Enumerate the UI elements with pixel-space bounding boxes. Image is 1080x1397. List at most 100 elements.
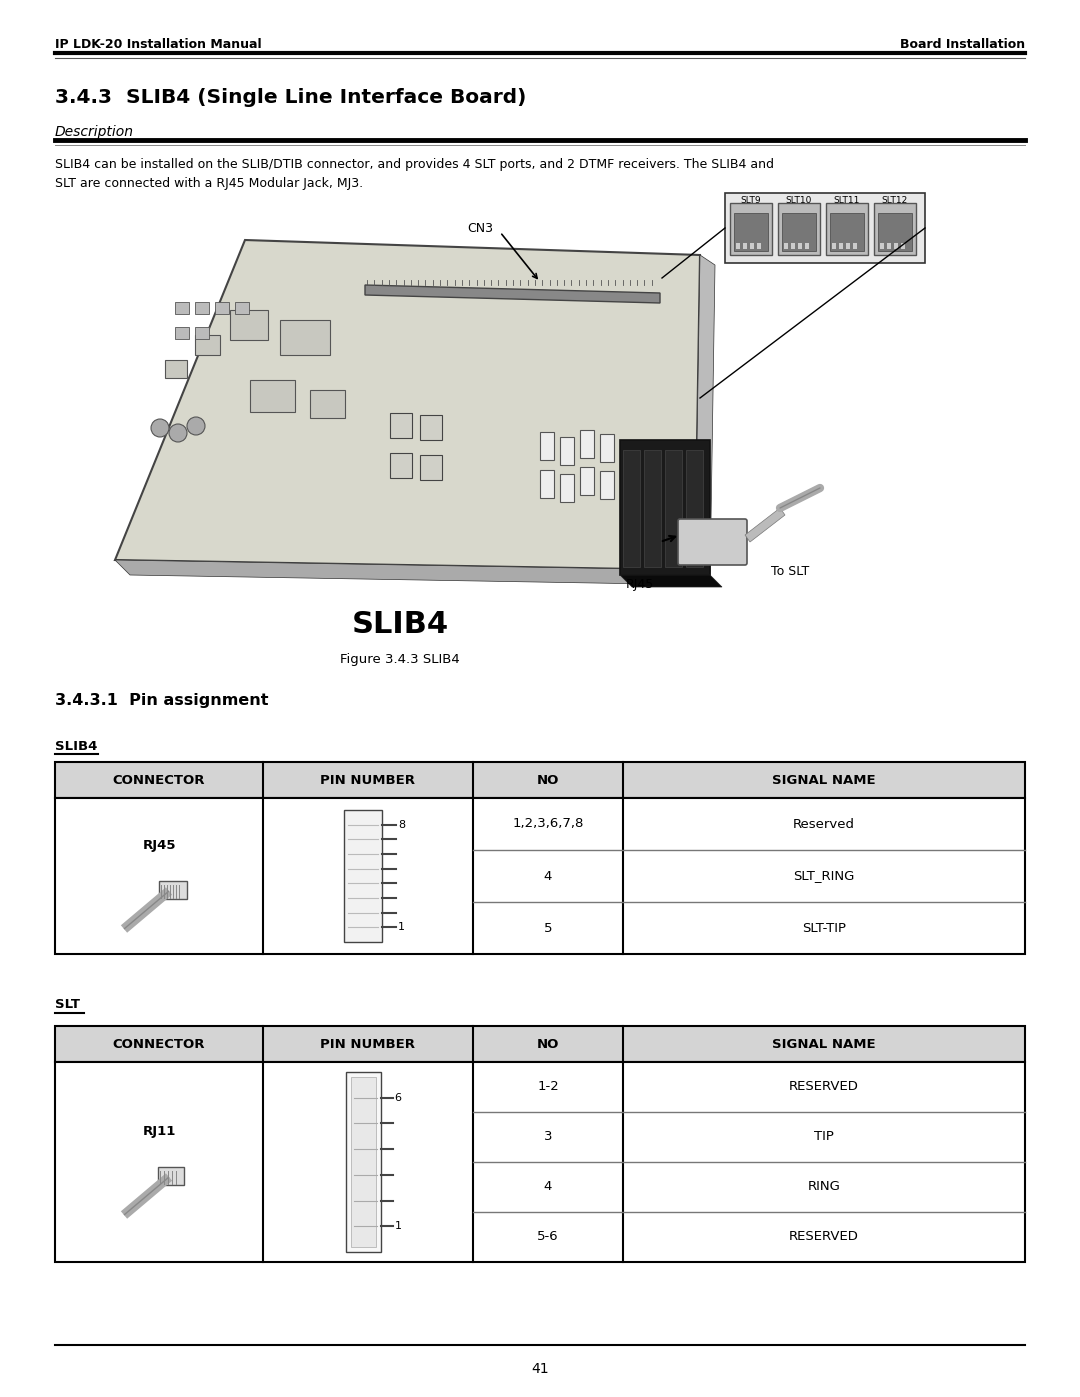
Text: 1,2,3,6,7,8: 1,2,3,6,7,8 — [512, 817, 583, 830]
Text: SLT12: SLT12 — [882, 196, 908, 205]
Text: RJ45: RJ45 — [626, 578, 654, 591]
Bar — [734, 212, 768, 251]
Bar — [390, 414, 411, 439]
FancyBboxPatch shape — [678, 520, 747, 564]
Text: 6: 6 — [394, 1092, 402, 1102]
Text: 41: 41 — [531, 1362, 549, 1376]
Circle shape — [187, 416, 205, 434]
Bar — [778, 203, 820, 256]
Bar — [887, 243, 891, 249]
Text: CONNECTOR: CONNECTOR — [112, 1038, 205, 1052]
Bar — [784, 243, 788, 249]
Bar — [665, 450, 681, 567]
Bar — [158, 1166, 184, 1185]
Bar — [420, 415, 442, 440]
Text: 3: 3 — [543, 1130, 552, 1144]
Text: TIP: TIP — [814, 1130, 834, 1144]
Bar — [831, 212, 864, 251]
Bar — [791, 243, 795, 249]
Bar — [826, 203, 868, 256]
Bar — [55, 1025, 1025, 1062]
Text: PIN NUMBER: PIN NUMBER — [321, 1038, 416, 1052]
Bar — [55, 1062, 1025, 1261]
Bar — [735, 243, 740, 249]
Polygon shape — [114, 560, 710, 585]
Bar — [310, 390, 345, 418]
Bar — [730, 203, 772, 256]
Bar — [878, 212, 912, 251]
Text: SLIB4: SLIB4 — [351, 610, 448, 638]
Bar — [874, 203, 916, 256]
Bar — [215, 302, 229, 314]
Bar — [230, 310, 268, 339]
Text: 8: 8 — [399, 820, 405, 830]
Bar — [345, 810, 382, 942]
Text: 1: 1 — [394, 1221, 402, 1231]
Text: SLT9: SLT9 — [741, 196, 761, 205]
Text: Board Installation: Board Installation — [900, 38, 1025, 52]
Bar — [175, 302, 189, 314]
Text: NO: NO — [537, 774, 559, 788]
Bar — [55, 761, 1025, 798]
Text: SLT-TIP: SLT-TIP — [802, 922, 846, 935]
Text: RESERVED: RESERVED — [789, 1231, 859, 1243]
Text: RJ11: RJ11 — [143, 1126, 176, 1139]
Bar — [839, 243, 843, 249]
Text: CONNECTOR: CONNECTOR — [112, 774, 205, 788]
Text: CN3: CN3 — [467, 222, 492, 235]
Bar — [346, 1071, 380, 1252]
Bar — [390, 453, 411, 478]
Bar — [351, 1077, 376, 1248]
Bar — [686, 450, 703, 567]
Circle shape — [151, 419, 168, 437]
Bar — [580, 467, 594, 495]
Bar — [743, 243, 747, 249]
Text: 4: 4 — [544, 869, 552, 883]
Polygon shape — [365, 285, 660, 303]
Text: 5: 5 — [543, 922, 552, 935]
Text: 3.4.3.1  Pin assignment: 3.4.3.1 Pin assignment — [55, 693, 269, 708]
Polygon shape — [745, 509, 785, 542]
Bar — [750, 243, 754, 249]
Text: SLT11: SLT11 — [834, 196, 860, 205]
Bar — [600, 434, 615, 462]
Text: Description: Description — [55, 124, 134, 138]
Text: RING: RING — [808, 1180, 840, 1193]
Bar — [725, 193, 924, 263]
Bar — [782, 212, 816, 251]
Text: SLT: SLT — [55, 997, 80, 1011]
Bar — [644, 450, 661, 567]
Bar — [805, 243, 809, 249]
Bar — [235, 302, 249, 314]
Bar — [55, 798, 1025, 954]
Text: IP LDK-20 Installation Manual: IP LDK-20 Installation Manual — [55, 38, 261, 52]
Text: SLIB4 can be installed on the SLIB/DTIB connector, and provides 4 SLT ports, and: SLIB4 can be installed on the SLIB/DTIB … — [55, 158, 774, 190]
Bar — [159, 882, 187, 900]
Bar — [540, 469, 554, 497]
Text: To SLT: To SLT — [771, 564, 809, 578]
Bar — [600, 471, 615, 499]
Bar — [832, 243, 836, 249]
Bar — [880, 243, 885, 249]
Text: Figure 3.4.3 SLIB4: Figure 3.4.3 SLIB4 — [340, 652, 460, 666]
Bar — [55, 1025, 1025, 1062]
Bar — [620, 440, 710, 576]
Bar — [420, 455, 442, 481]
Bar — [561, 437, 573, 465]
Bar — [195, 335, 220, 355]
Text: 1: 1 — [399, 922, 405, 932]
Bar — [798, 243, 802, 249]
Text: RESERVED: RESERVED — [789, 1080, 859, 1094]
Text: 5-6: 5-6 — [537, 1231, 558, 1243]
Bar — [55, 761, 1025, 798]
Text: NO: NO — [537, 1038, 559, 1052]
Polygon shape — [620, 576, 723, 587]
Text: SLIB4: SLIB4 — [55, 740, 97, 753]
Text: SIGNAL NAME: SIGNAL NAME — [772, 1038, 876, 1052]
Bar — [623, 450, 640, 567]
Bar — [249, 380, 295, 412]
Polygon shape — [696, 256, 715, 585]
Text: RJ45: RJ45 — [143, 840, 176, 852]
Text: 4: 4 — [544, 1180, 552, 1193]
Text: SLT_RING: SLT_RING — [794, 869, 854, 883]
